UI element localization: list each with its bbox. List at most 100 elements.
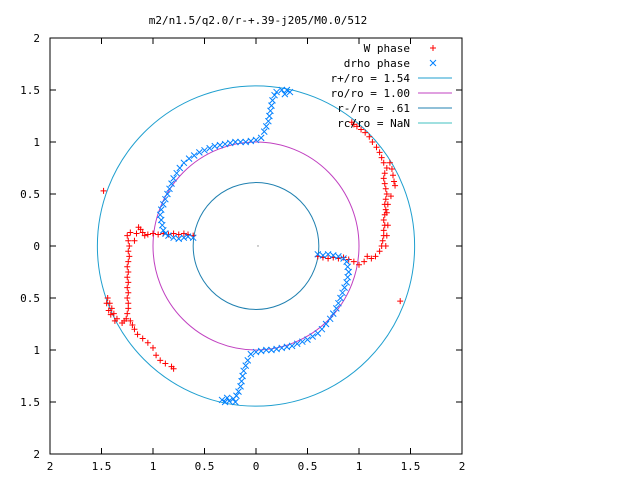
data-point bbox=[340, 254, 347, 261]
data-point bbox=[165, 232, 172, 239]
data-point bbox=[218, 396, 226, 404]
data-point bbox=[150, 230, 156, 237]
data-point bbox=[381, 180, 388, 187]
data-point bbox=[240, 367, 247, 375]
data-point bbox=[125, 237, 132, 244]
data-point bbox=[105, 307, 112, 314]
legend-label: drho phase bbox=[344, 57, 410, 70]
x-tick-label: 0.5 bbox=[298, 460, 318, 473]
origin-dot bbox=[257, 245, 259, 247]
data-point bbox=[262, 123, 270, 130]
data-point bbox=[319, 252, 327, 259]
data-point bbox=[372, 253, 379, 260]
data-point bbox=[387, 193, 394, 200]
data-point bbox=[129, 322, 136, 329]
data-point bbox=[111, 317, 118, 324]
data-point bbox=[383, 165, 390, 171]
data-point bbox=[124, 284, 131, 291]
data-point bbox=[380, 159, 387, 166]
data-point bbox=[201, 146, 208, 154]
data-point bbox=[362, 129, 369, 136]
data-point bbox=[283, 343, 291, 351]
circle-r-ro bbox=[96, 85, 416, 407]
data-point bbox=[257, 134, 265, 142]
data-point bbox=[124, 232, 131, 239]
data-point bbox=[168, 180, 175, 187]
data-point bbox=[180, 230, 187, 237]
x-tick-label: 1.5 bbox=[92, 460, 112, 473]
data-point bbox=[170, 365, 177, 372]
data-point bbox=[260, 128, 268, 135]
data-point bbox=[223, 394, 231, 402]
data-point bbox=[166, 185, 173, 193]
data-point bbox=[252, 136, 260, 144]
data-point bbox=[392, 182, 399, 189]
data-point bbox=[376, 248, 383, 255]
data-point bbox=[382, 196, 389, 203]
y-tick-label: 2 bbox=[33, 448, 40, 461]
legend-label: rc/ro = NaN bbox=[337, 117, 410, 130]
data-point bbox=[125, 248, 132, 255]
data-point bbox=[159, 227, 167, 234]
data-point bbox=[157, 216, 165, 224]
data-point bbox=[144, 339, 151, 346]
data-point bbox=[125, 289, 132, 296]
data-point bbox=[242, 362, 250, 369]
data-point bbox=[353, 123, 360, 130]
y-tick-label: 0 bbox=[33, 240, 40, 253]
data-point bbox=[281, 90, 289, 98]
data-point bbox=[324, 250, 332, 258]
data-point bbox=[329, 252, 337, 259]
data-point bbox=[383, 232, 390, 239]
data-point bbox=[232, 138, 239, 146]
data-point bbox=[344, 273, 352, 281]
data-point bbox=[267, 107, 274, 115]
data-point bbox=[247, 350, 255, 358]
data-point bbox=[124, 295, 131, 301]
data-point bbox=[164, 190, 171, 198]
data-point bbox=[189, 234, 197, 242]
y-tick-label: 2 bbox=[33, 32, 40, 45]
circle-ro-ro bbox=[152, 141, 360, 351]
data-point bbox=[139, 229, 146, 236]
x-tick-label: 2 bbox=[459, 460, 466, 473]
legend-label: r+/ro = 1.54 bbox=[331, 72, 411, 85]
data-point bbox=[180, 234, 188, 242]
data-point bbox=[388, 166, 395, 173]
data-point bbox=[226, 139, 234, 147]
data-point bbox=[343, 258, 350, 265]
axis-ticks: 2 1.5 1 0.5 0 0.5 1 1.5 221.510.500.511.52 bbox=[20, 32, 465, 473]
data-point bbox=[391, 178, 398, 185]
reference-circles bbox=[96, 85, 416, 407]
y-tick-label: 0.5 bbox=[20, 188, 40, 201]
data-point bbox=[368, 255, 375, 262]
data-point bbox=[335, 299, 342, 307]
data-point bbox=[125, 269, 132, 275]
data-point bbox=[180, 159, 188, 167]
data-point bbox=[386, 159, 393, 166]
data-point bbox=[269, 97, 276, 104]
data-point bbox=[364, 253, 371, 260]
data-point bbox=[176, 164, 184, 172]
data-point bbox=[206, 144, 214, 152]
data-point bbox=[242, 138, 250, 146]
data-point bbox=[288, 342, 296, 350]
data-point bbox=[139, 335, 146, 342]
data-point bbox=[266, 112, 273, 120]
x-tick-label: 1 bbox=[356, 460, 363, 473]
data-point bbox=[170, 230, 177, 237]
data-point bbox=[141, 232, 148, 239]
data-point bbox=[229, 395, 237, 403]
data-point bbox=[378, 154, 385, 161]
data-point bbox=[383, 191, 390, 197]
data-point bbox=[384, 201, 391, 208]
data-point bbox=[162, 195, 169, 203]
data-point bbox=[380, 175, 387, 182]
data-point bbox=[382, 206, 389, 213]
data-point bbox=[329, 310, 337, 317]
data-point bbox=[158, 221, 166, 229]
data-point bbox=[283, 86, 291, 94]
data-point bbox=[244, 357, 252, 364]
data-point bbox=[124, 274, 131, 281]
data-point bbox=[314, 250, 322, 258]
